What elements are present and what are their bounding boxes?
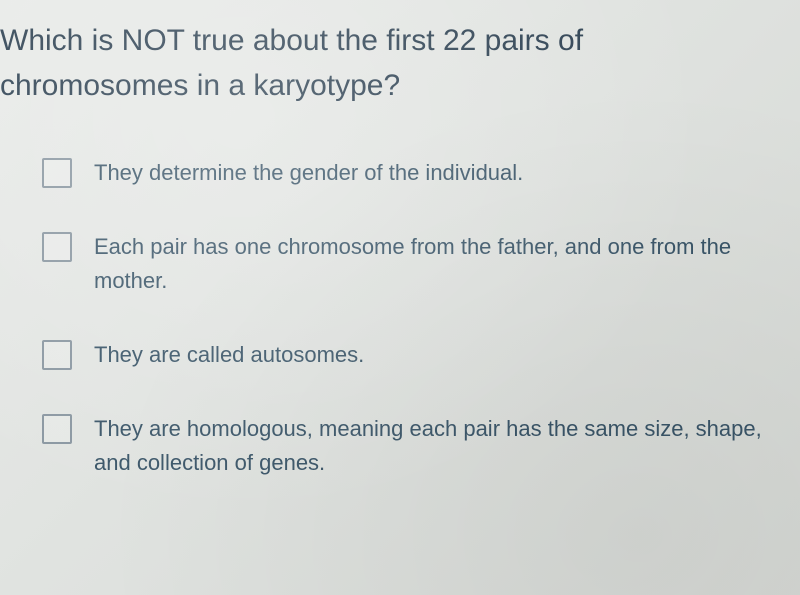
option-text: Each pair has one chromosome from the fa… [94,230,770,298]
checkbox[interactable] [42,414,72,444]
option-text: They determine the gender of the individ… [94,156,523,190]
checkbox[interactable] [42,158,72,188]
option-row: Each pair has one chromosome from the fa… [42,230,770,298]
option-row: They determine the gender of the individ… [42,156,770,190]
question-line1: Which is NOT true about the first 22 pai… [0,24,583,57]
checkbox[interactable] [42,340,72,370]
option-text: They are called autosomes. [94,338,364,372]
question-line2: chromosomes in a karyotype? [0,69,400,102]
option-row: They are called autosomes. [42,338,770,372]
option-row: They are homologous, meaning each pair h… [42,412,770,480]
options-container: They determine the gender of the individ… [0,156,800,481]
question-text: Which is NOT true about the first 22 pai… [0,18,800,108]
checkbox[interactable] [42,232,72,262]
option-text: They are homologous, meaning each pair h… [94,412,770,480]
